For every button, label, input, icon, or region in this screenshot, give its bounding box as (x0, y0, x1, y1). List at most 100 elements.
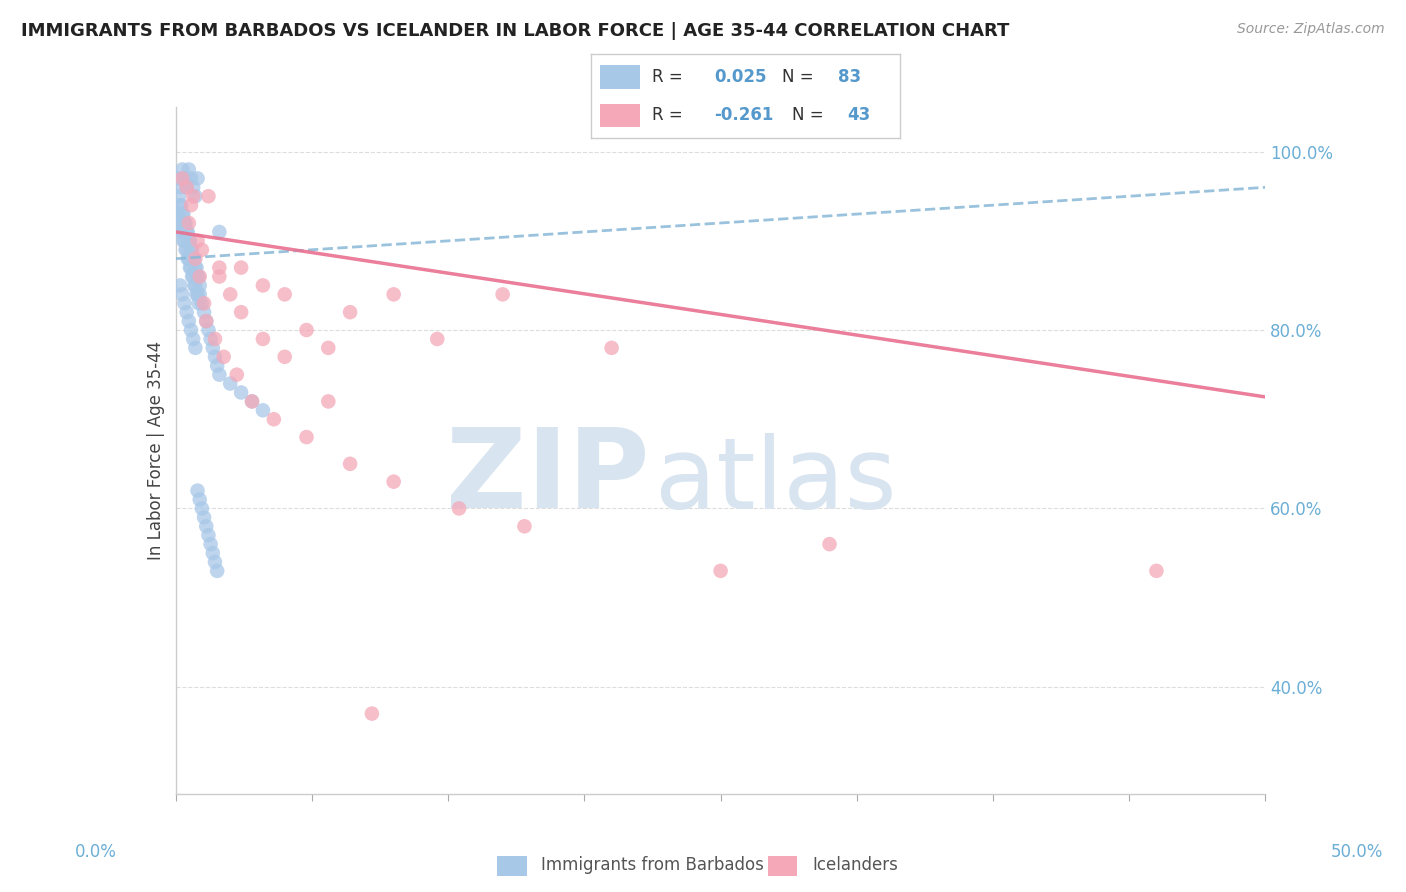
Point (295, 430, 318, 444)
Point (205, 564, 228, 578)
Point (174, 216, 197, 230)
Point (169, 216, 191, 230)
Text: 0.025: 0.025 (714, 69, 766, 87)
Point (197, 189, 219, 203)
Point (193, 305, 215, 319)
Point (181, 189, 204, 203)
Point (180, 323, 202, 337)
Point (172, 287, 194, 301)
Point (183, 278, 205, 293)
Point (197, 528, 219, 542)
Point (263, 412, 285, 426)
Text: IMMIGRANTS FROM BARBADOS VS ICELANDER IN LABOR FORCE | AGE 35-44 CORRELATION CHA: IMMIGRANTS FROM BARBADOS VS ICELANDER IN… (21, 22, 1010, 40)
Point (184, 278, 207, 293)
Point (177, 225, 200, 239)
Text: Source: ZipAtlas.com: Source: ZipAtlas.com (1237, 22, 1385, 37)
Text: 83: 83 (838, 69, 860, 87)
Point (195, 314, 218, 328)
Point (184, 260, 207, 275)
Point (187, 269, 209, 284)
Point (447, 501, 470, 516)
FancyBboxPatch shape (600, 65, 640, 89)
Point (188, 278, 211, 293)
Point (172, 225, 194, 239)
Text: N =: N = (792, 106, 828, 124)
Point (252, 278, 274, 293)
Point (219, 376, 242, 391)
Text: 0.0%: 0.0% (75, 843, 117, 861)
Point (177, 252, 200, 266)
Point (188, 287, 211, 301)
Point (318, 341, 340, 355)
FancyBboxPatch shape (498, 856, 526, 876)
Point (186, 234, 209, 248)
Point (426, 332, 449, 346)
Point (200, 332, 222, 346)
Point (172, 207, 194, 221)
Point (184, 189, 207, 203)
Point (240, 394, 263, 409)
Point (169, 198, 191, 212)
Y-axis label: In Labor Force | Age 35-44: In Labor Force | Age 35-44 (146, 341, 165, 560)
Point (169, 278, 191, 293)
Point (252, 403, 274, 417)
Point (339, 305, 361, 319)
Point (172, 207, 194, 221)
Point (231, 305, 253, 319)
Point (274, 287, 297, 301)
Point (1146, 564, 1168, 578)
Point (177, 252, 200, 266)
Point (600, 341, 623, 355)
Point (208, 225, 231, 239)
Point (208, 260, 231, 275)
Text: atlas: atlas (655, 433, 897, 530)
Point (167, 189, 190, 203)
Point (169, 180, 191, 194)
Point (295, 323, 318, 337)
Point (184, 341, 207, 355)
Point (167, 207, 190, 221)
Point (176, 180, 198, 194)
Point (181, 243, 204, 257)
Point (186, 287, 208, 301)
FancyBboxPatch shape (600, 103, 640, 128)
Point (208, 269, 231, 284)
Text: R =: R = (652, 106, 689, 124)
Point (180, 198, 202, 212)
Point (173, 171, 195, 186)
Point (818, 537, 841, 551)
Point (710, 564, 733, 578)
Point (195, 519, 218, 533)
Point (201, 341, 224, 355)
Text: 50.0%: 50.0% (1330, 843, 1384, 861)
Point (274, 350, 297, 364)
Point (204, 332, 226, 346)
Point (318, 394, 340, 409)
Point (201, 546, 224, 560)
Point (180, 260, 202, 275)
Point (176, 225, 198, 239)
Point (179, 260, 201, 275)
Point (181, 269, 204, 284)
Point (382, 475, 405, 489)
Point (191, 243, 214, 257)
Text: R =: R = (652, 69, 689, 87)
Point (212, 350, 235, 364)
Point (172, 234, 194, 248)
Point (177, 216, 200, 230)
Point (181, 332, 204, 346)
Point (205, 359, 228, 373)
Point (176, 243, 198, 257)
Point (179, 234, 201, 248)
Point (167, 216, 190, 230)
Point (240, 394, 263, 409)
Point (184, 252, 207, 266)
Point (231, 260, 253, 275)
Point (180, 243, 202, 257)
Text: 43: 43 (848, 106, 870, 124)
Point (382, 287, 405, 301)
Text: Immigrants from Barbados: Immigrants from Barbados (541, 856, 765, 874)
Point (186, 260, 208, 275)
Point (186, 269, 209, 284)
Text: Icelanders: Icelanders (813, 856, 898, 874)
